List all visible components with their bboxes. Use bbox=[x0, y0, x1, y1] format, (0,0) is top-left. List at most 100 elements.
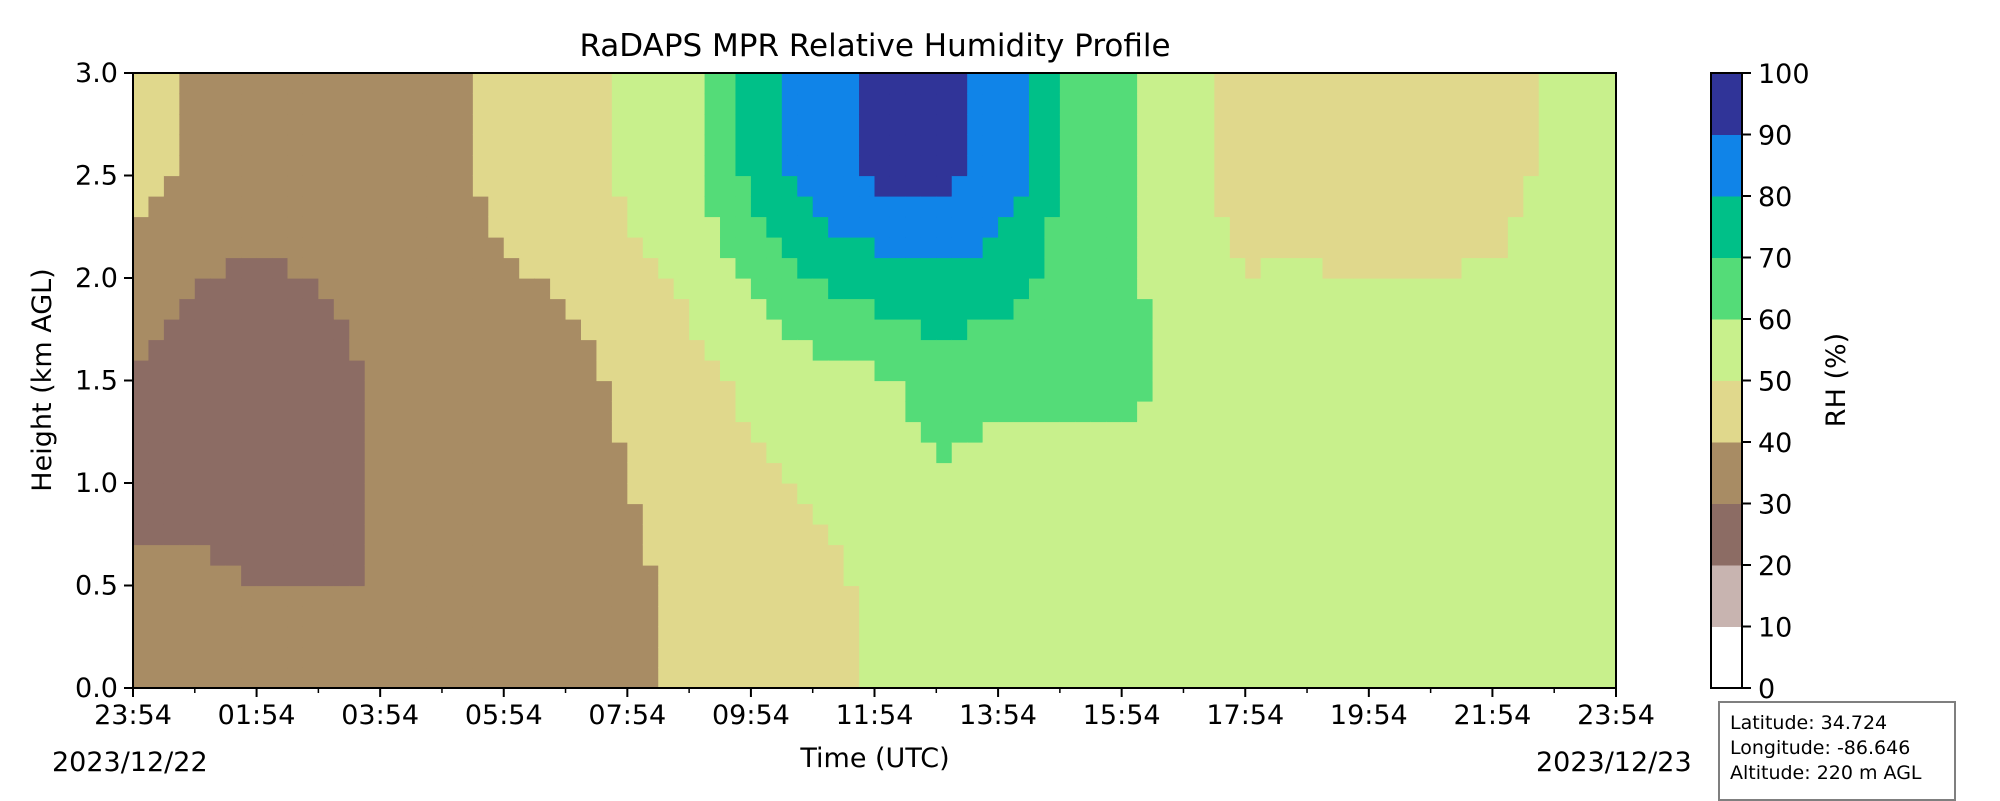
rh-contour-cell bbox=[411, 585, 428, 607]
rh-contour-cell bbox=[364, 319, 381, 341]
rh-contour-cell bbox=[673, 380, 690, 402]
rh-contour-cell bbox=[426, 114, 443, 136]
rh-contour-cell bbox=[550, 380, 567, 402]
rh-contour-cell bbox=[1044, 216, 1061, 238]
rh-contour-cell bbox=[1322, 216, 1339, 238]
rh-contour-cell bbox=[148, 667, 165, 688]
rh-contour-cell bbox=[1399, 565, 1416, 587]
rh-contour-cell bbox=[1059, 155, 1076, 177]
rh-contour-cell bbox=[318, 196, 335, 218]
rh-contour-cell bbox=[1492, 339, 1509, 361]
rh-contour-cell bbox=[256, 483, 273, 505]
rh-contour-cell bbox=[781, 175, 798, 197]
rh-contour-cell bbox=[472, 380, 489, 402]
rh-contour-cell bbox=[905, 606, 922, 628]
rh-contour-cell bbox=[441, 401, 459, 423]
rh-contour-cell bbox=[936, 626, 953, 648]
rh-contour-cell bbox=[596, 667, 613, 688]
rh-contour-cell bbox=[920, 175, 937, 197]
rh-contour-cell bbox=[1492, 647, 1509, 669]
rh-contour-cell bbox=[797, 196, 814, 218]
rh-contour-cell bbox=[750, 278, 767, 300]
rh-contour-cell bbox=[179, 360, 196, 382]
rh-contour-cell bbox=[1075, 360, 1092, 382]
rh-contour-cell bbox=[1044, 237, 1061, 259]
rh-contour-cell bbox=[1291, 647, 1308, 669]
rh-contour-cell bbox=[1307, 585, 1324, 607]
rh-contour-cell bbox=[642, 544, 659, 566]
rh-contour-cell bbox=[395, 606, 412, 628]
rh-contour-cell bbox=[457, 298, 474, 320]
rh-contour-cell bbox=[148, 73, 165, 95]
rh-contour-cell bbox=[1276, 339, 1293, 361]
rh-contour-cell bbox=[1229, 626, 1246, 648]
rh-contour-cell bbox=[936, 196, 953, 218]
rh-contour-cell bbox=[333, 462, 350, 484]
rh-contour-cell bbox=[565, 462, 582, 484]
rh-contour-cell bbox=[1337, 278, 1354, 300]
rh-contour-cell bbox=[689, 585, 706, 607]
rh-contour-cell bbox=[148, 175, 165, 197]
rh-contour-cell bbox=[395, 503, 412, 525]
rh-contour-cell bbox=[148, 421, 165, 443]
rh-contour-cell bbox=[565, 421, 582, 443]
rh-contour-cell bbox=[457, 503, 474, 525]
rh-contour-cell bbox=[1337, 585, 1354, 607]
rh-contour-cell bbox=[457, 647, 474, 669]
rh-contour-cell bbox=[843, 134, 860, 156]
rh-contour-cell bbox=[1075, 237, 1092, 259]
rh-contour-cell bbox=[1368, 401, 1385, 423]
rh-contour-cell bbox=[1322, 462, 1339, 484]
rh-contour-cell bbox=[720, 524, 737, 546]
rh-contour-cell bbox=[843, 278, 860, 300]
rh-contour-cell bbox=[318, 278, 335, 300]
rh-contour-cell bbox=[364, 565, 381, 587]
rh-contour-cell bbox=[812, 216, 829, 238]
rh-contour-cell bbox=[1137, 462, 1154, 484]
rh-contour-cell bbox=[920, 462, 937, 484]
x-tick-label: 07:54 bbox=[588, 700, 666, 731]
y-tick-label: 1.0 bbox=[75, 468, 118, 499]
rh-contour-cell bbox=[488, 421, 505, 443]
rh-contour-cell bbox=[194, 421, 211, 443]
y-tick-label: 2.5 bbox=[75, 161, 118, 192]
rh-contour-cell bbox=[1168, 503, 1185, 525]
rh-contour-cell bbox=[1368, 585, 1385, 607]
rh-contour-cell bbox=[395, 339, 412, 361]
rh-contour-cell bbox=[426, 626, 443, 648]
rh-contour-cell bbox=[441, 298, 459, 320]
rh-contour-cell bbox=[256, 73, 273, 95]
rh-contour-cell bbox=[1106, 278, 1123, 300]
rh-contour-cell bbox=[488, 278, 505, 300]
rh-contour-cell bbox=[998, 626, 1015, 648]
rh-contour-cell bbox=[967, 298, 984, 320]
rh-contour-cell bbox=[488, 647, 505, 669]
rh-contour-cell bbox=[1554, 585, 1571, 607]
rh-contour-cell bbox=[1585, 524, 1602, 546]
rh-contour-cell bbox=[1461, 237, 1478, 259]
rh-contour-cell bbox=[1569, 134, 1586, 156]
rh-contour-cell bbox=[689, 114, 706, 136]
rh-contour-cell bbox=[766, 544, 783, 566]
rh-contour-cell bbox=[256, 503, 273, 525]
rh-contour-cell bbox=[1399, 257, 1416, 279]
rh-contour-cell bbox=[889, 462, 906, 484]
rh-contour-cell bbox=[163, 114, 180, 136]
rh-contour-cell bbox=[133, 667, 150, 688]
rh-contour-cell bbox=[1523, 462, 1540, 484]
rh-contour-cell bbox=[1322, 565, 1339, 587]
rh-contour-cell bbox=[426, 257, 443, 279]
rh-contour-cell bbox=[163, 544, 180, 566]
rh-contour-cell bbox=[148, 134, 165, 156]
rh-contour-cell bbox=[843, 360, 860, 382]
rh-contour-cell bbox=[1353, 462, 1370, 484]
x-tick-label: 11:54 bbox=[836, 700, 914, 731]
rh-contour-cell bbox=[889, 626, 906, 648]
rh-contour-cell bbox=[395, 155, 412, 177]
rh-contour-cell bbox=[565, 319, 582, 341]
rh-contour-cell bbox=[287, 626, 304, 648]
rh-contour-cell bbox=[287, 585, 304, 607]
rh-contour-cell bbox=[210, 360, 227, 382]
rh-contour-cell bbox=[951, 298, 968, 320]
rh-contour-cell bbox=[596, 565, 613, 587]
